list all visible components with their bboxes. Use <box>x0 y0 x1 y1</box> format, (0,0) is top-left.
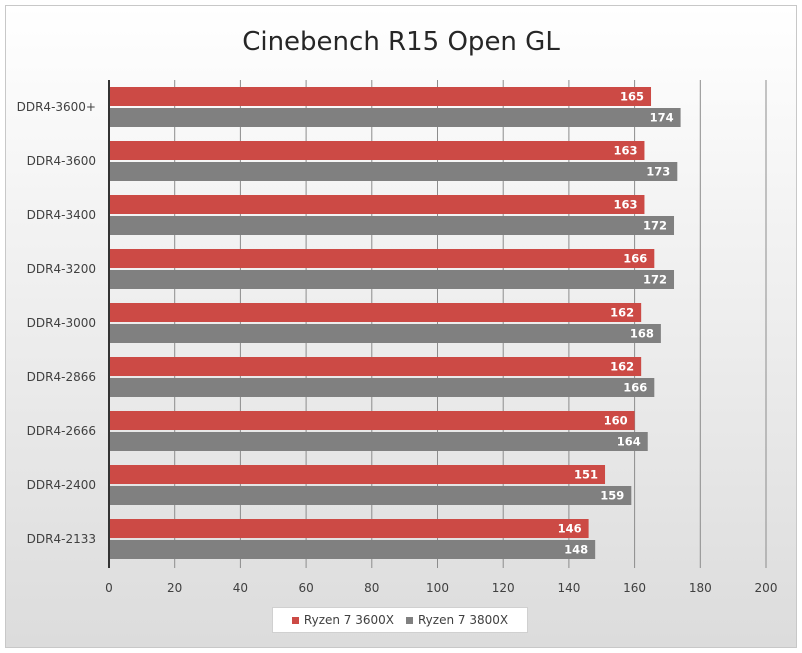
category-label: DDR4-2400 <box>27 478 96 492</box>
category-label: DDR4-3000 <box>27 316 96 330</box>
data-label-series-1: 151 <box>574 468 598 482</box>
bar-series-1 <box>109 249 655 268</box>
x-tick-label-160: 160 <box>623 581 646 595</box>
x-tick-label-0: 0 <box>105 581 113 595</box>
x-tick-label-80: 80 <box>364 581 379 595</box>
bar-series-2 <box>109 216 675 235</box>
bar-series-2 <box>109 108 681 127</box>
data-label-series-2: 148 <box>564 543 588 557</box>
bar-series-1 <box>109 465 606 484</box>
category-label: DDR4-2666 <box>27 424 96 438</box>
data-label-series-2: 164 <box>617 435 641 449</box>
bar-series-2 <box>109 540 596 559</box>
data-label-series-2: 172 <box>643 273 667 287</box>
category-label: DDR4-3400 <box>27 208 96 222</box>
bar-series-1 <box>109 87 652 106</box>
category-label: DDR4-2866 <box>27 370 96 384</box>
data-label-series-1: 163 <box>613 144 637 158</box>
x-tick-label-100: 100 <box>426 581 449 595</box>
data-label-series-1: 162 <box>610 306 634 320</box>
x-tick-label-40: 40 <box>233 581 248 595</box>
data-label-series-1: 163 <box>613 198 637 212</box>
bar-series-2 <box>109 324 661 343</box>
x-tick-labels: 0 20 40 60 80 100 120 140 160 180 200 <box>105 581 777 595</box>
bar-series-1 <box>109 519 589 538</box>
data-label-series-2: 174 <box>650 111 674 125</box>
data-label-series-1: 160 <box>604 414 628 428</box>
legend-swatch-series-2 <box>406 616 413 624</box>
x-tick-label-120: 120 <box>492 581 515 595</box>
bar-series-1 <box>109 303 642 322</box>
x-tick-label-20: 20 <box>167 581 182 595</box>
legend-item-series-1: Ryzen 7 3600X <box>291 613 394 627</box>
bar-series-2 <box>109 162 678 181</box>
data-label-series-2: 173 <box>646 165 670 179</box>
data-label-series-2: 159 <box>600 489 624 503</box>
data-label-series-1: 165 <box>620 90 644 104</box>
category-label: DDR4-3600 <box>27 154 96 168</box>
x-tick-label-60: 60 <box>298 581 313 595</box>
category-label: DDR4-3200 <box>27 262 96 276</box>
legend-label-series-1: Ryzen 7 3600X <box>303 613 394 627</box>
bar-series-1 <box>109 141 645 160</box>
data-label-series-2: 166 <box>623 381 647 395</box>
data-label-series-1: 166 <box>623 252 647 266</box>
bar-series-1 <box>109 357 642 376</box>
data-label-series-2: 168 <box>630 327 654 341</box>
bar-series-2 <box>109 270 675 289</box>
legend: Ryzen 7 3600X Ryzen 7 3800X <box>272 607 528 633</box>
bar-series-2 <box>109 486 632 505</box>
x-tick-label-180: 180 <box>689 581 712 595</box>
x-tick-label-140: 140 <box>557 581 580 595</box>
data-label-series-1: 146 <box>558 522 582 536</box>
chart-title: Cinebench R15 Open GL <box>242 27 560 57</box>
data-label-series-1: 162 <box>610 360 634 374</box>
legend-swatch-series-1 <box>291 616 299 624</box>
bar-series-1 <box>109 195 645 214</box>
category-label: DDR4-3600+ <box>17 100 96 114</box>
bar-series-2 <box>109 432 648 451</box>
legend-item-series-2: Ryzen 7 3800X <box>406 613 508 627</box>
category-label: DDR4-2133 <box>27 532 96 546</box>
bar-series-1 <box>109 411 635 430</box>
data-label-series-2: 172 <box>643 219 667 233</box>
x-tick-label-200: 200 <box>755 581 778 595</box>
data-labels: 165 174 163 173 163 172 166 172 162 168 162 166 160 1… <box>558 90 674 557</box>
bars <box>109 87 681 559</box>
category-labels: DDR4-3600+ DDR4-3600 DDR4-3400 DDR4-3200 DDR… <box>17 100 96 546</box>
legend-label-series-2: Ryzen 7 3800X <box>418 613 509 627</box>
bar-series-2 <box>109 378 655 397</box>
